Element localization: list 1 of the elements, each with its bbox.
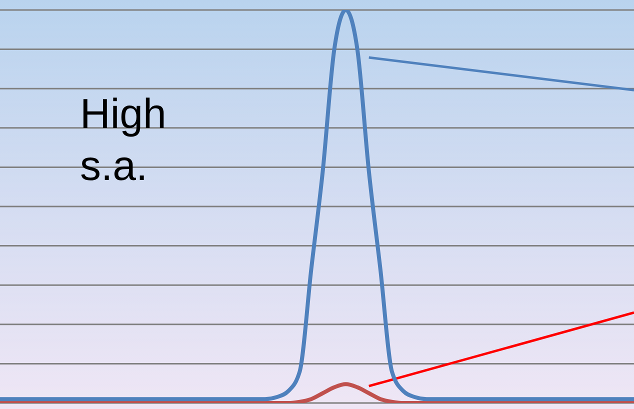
annotation: High s.a. xyxy=(80,89,166,191)
